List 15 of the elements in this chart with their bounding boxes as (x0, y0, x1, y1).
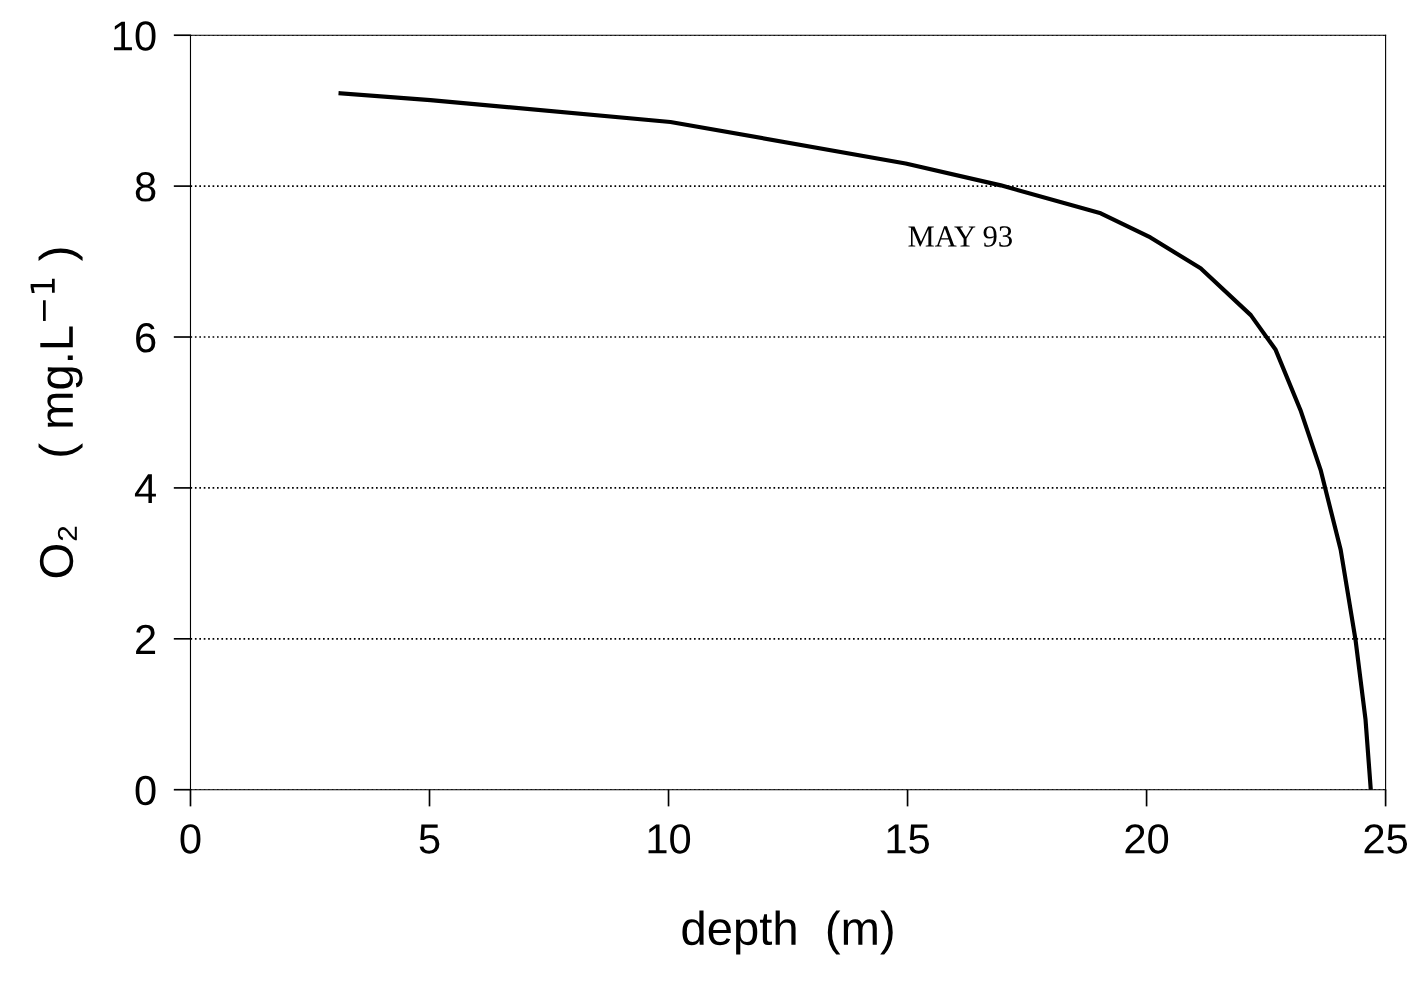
annotation: MAY 93 (908, 226, 1012, 247)
x-tick-label: 20 (1125, 824, 1169, 854)
x-tick-label: 5 (419, 824, 440, 854)
x-tick-label: 0 (180, 824, 201, 854)
x-tick-label: 25 (1364, 824, 1408, 854)
y-tick-label: 2 (136, 624, 156, 654)
y-tick-label: 8 (135, 172, 156, 202)
y-axis-title: O₂ ( mg.L$^{−1}$ ) (30, 248, 83, 578)
x-axis-title: depth (m) (682, 910, 893, 955)
y-tick-label: 4 (134, 474, 156, 504)
x-tick-label: 10 (648, 824, 691, 854)
y-tick-label: 0 (135, 775, 156, 806)
y-tick-label: 10 (113, 21, 156, 51)
x-tick-label: 15 (887, 824, 929, 854)
y-tick-label: 6 (136, 323, 156, 353)
